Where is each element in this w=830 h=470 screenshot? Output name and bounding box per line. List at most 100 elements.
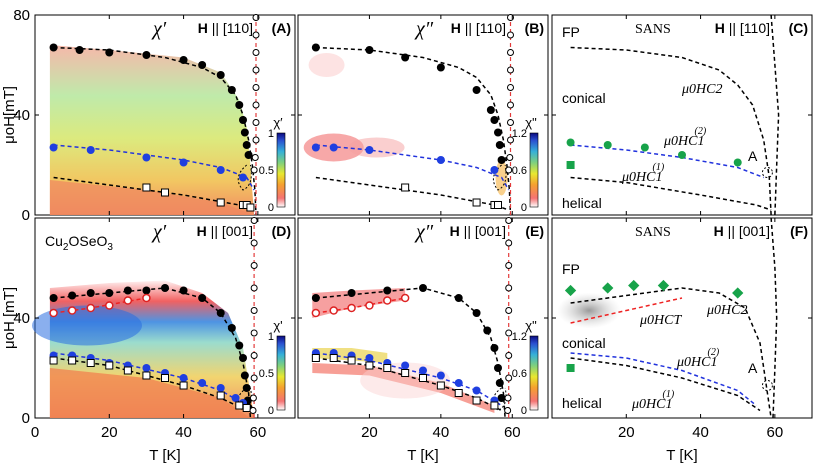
data-point-hc2 — [235, 341, 244, 350]
data-point-hc2 — [239, 116, 247, 124]
x-tick-label: 40 — [692, 424, 709, 441]
a-phase-pocket — [237, 164, 252, 191]
data-point-hc1-1 — [401, 183, 410, 192]
data-point-hc1-1 — [494, 201, 502, 209]
sans-gray-region — [557, 292, 622, 329]
x-tick-label: 20 — [618, 424, 635, 441]
heatmap-b-blob — [348, 137, 405, 158]
data-point-hc1-1 — [383, 364, 392, 372]
data-point-hc2 — [486, 106, 495, 114]
data-point-sans — [657, 279, 670, 292]
hc2-dashed-line — [315, 46, 512, 216]
data-point-hct — [123, 296, 133, 305]
data-point-hc1-2 — [216, 384, 225, 392]
data-point-hc2 — [495, 379, 504, 387]
data-point-tc — [505, 374, 513, 382]
a-phase-pocket — [761, 380, 773, 391]
data-point-hc1-1 — [216, 198, 225, 207]
data-point-tc — [505, 262, 513, 269]
data-point-hct — [67, 306, 77, 315]
data-point-hc2 — [490, 344, 499, 352]
data-point-tc — [249, 394, 257, 402]
data-point-tc — [250, 217, 258, 224]
data-point-tc — [250, 374, 258, 382]
data-point-hc1-2 — [239, 173, 247, 182]
line-label-hc1-2: μ0HC1(2) — [676, 347, 720, 370]
data-point-hc1-2 — [49, 143, 58, 152]
data-point-hc2 — [142, 286, 151, 295]
colorbar — [276, 132, 286, 208]
data-point-hct — [329, 306, 338, 315]
panel-symbol: χ′ — [151, 18, 167, 40]
data-point-hc1-2 — [198, 379, 207, 387]
colorbar-title: χ" — [525, 115, 537, 130]
data-point-tc — [252, 84, 260, 91]
y-tick-label: 80 — [13, 7, 30, 24]
x-axis-label: T [K] — [407, 447, 438, 464]
data-point-hc2 — [497, 394, 506, 402]
data-point-hc1-2 — [86, 146, 95, 154]
y-tick-label: 40 — [13, 310, 30, 327]
data-point-hc1-1 — [161, 374, 169, 382]
panel-label: (F) — [790, 223, 808, 239]
data-point-sans — [602, 282, 614, 294]
data-point-hc1-2 — [142, 153, 151, 162]
data-point-hc1-1 — [105, 361, 114, 370]
data-point-tc — [507, 49, 514, 56]
data-point-hc2 — [244, 151, 253, 159]
data-point-hc2 — [436, 63, 445, 72]
panel-symbol: χ″ — [414, 221, 434, 243]
hc1-2-dashed-line — [53, 144, 255, 191]
line-label-hc1-2: μ0HC1(2) — [663, 126, 707, 149]
data-point-hc1-2 — [490, 166, 499, 174]
data-point-hc1-2 — [365, 354, 374, 362]
line-label-hc2: μ0HC2 — [706, 303, 747, 318]
data-point-hc2 — [365, 46, 374, 54]
hc2-dashed-line — [570, 46, 772, 216]
data-point-tc — [504, 407, 512, 414]
data-point-tc — [251, 154, 259, 161]
panel-labels: χ′ 0 0.5 1 χ" 0 0.6 1.2 χ' 0 0.5 1 χ" 0 0.6 1.2 (A) H || … — [45, 18, 808, 417]
heatmap-a-low — [49, 180, 255, 215]
data-point-tc — [505, 239, 513, 247]
data-point-hc2 — [142, 51, 151, 59]
y-tick-label: 40 — [13, 107, 30, 124]
hc1-2-dashed-line — [315, 144, 510, 191]
data-point-sans — [566, 161, 575, 169]
panel-field-direction: H || [001] — [450, 223, 506, 239]
data-point-hc2 — [49, 294, 58, 302]
data-point-hct — [383, 296, 392, 305]
panel-source: SANS — [635, 225, 671, 240]
data-point-hc2 — [490, 116, 499, 124]
data-point-hc1-1 — [311, 354, 320, 362]
data-point-hc2 — [311, 43, 320, 52]
data-point-hc2 — [401, 53, 410, 62]
phase-label-a: A — [748, 148, 758, 164]
y-tick-label: 0 — [22, 410, 30, 427]
data-point-sans — [640, 143, 649, 152]
data-marks — [49, 14, 744, 414]
data-point-tc — [250, 329, 258, 337]
phase-label-fp: FP — [562, 24, 580, 40]
hc1-2-dashed-line — [570, 352, 757, 407]
data-point-hc1-2 — [436, 371, 445, 380]
data-point-tc — [250, 262, 258, 269]
data-point-tc — [505, 217, 513, 224]
data-point-tc — [505, 329, 513, 337]
a-phase-pocket — [761, 167, 773, 178]
data-point-hc2 — [497, 156, 506, 164]
data-point-tc — [507, 101, 514, 109]
data-point-hc1-1 — [329, 354, 338, 362]
data-point-tc — [252, 119, 260, 126]
data-point-tc — [250, 284, 258, 292]
line-label-hc1-1: μ0HC1(1) — [631, 389, 675, 412]
a-phase-pocket — [492, 387, 507, 412]
phase-label-fp: FP — [562, 261, 580, 277]
panel-field-direction: H || [001] — [714, 223, 770, 239]
data-point-sans — [732, 287, 744, 299]
data-point-tc — [249, 407, 257, 414]
data-point-hc2 — [239, 354, 247, 362]
data-point-hc2 — [216, 309, 225, 317]
colorbar-tick-label: 0.6 — [512, 368, 527, 380]
